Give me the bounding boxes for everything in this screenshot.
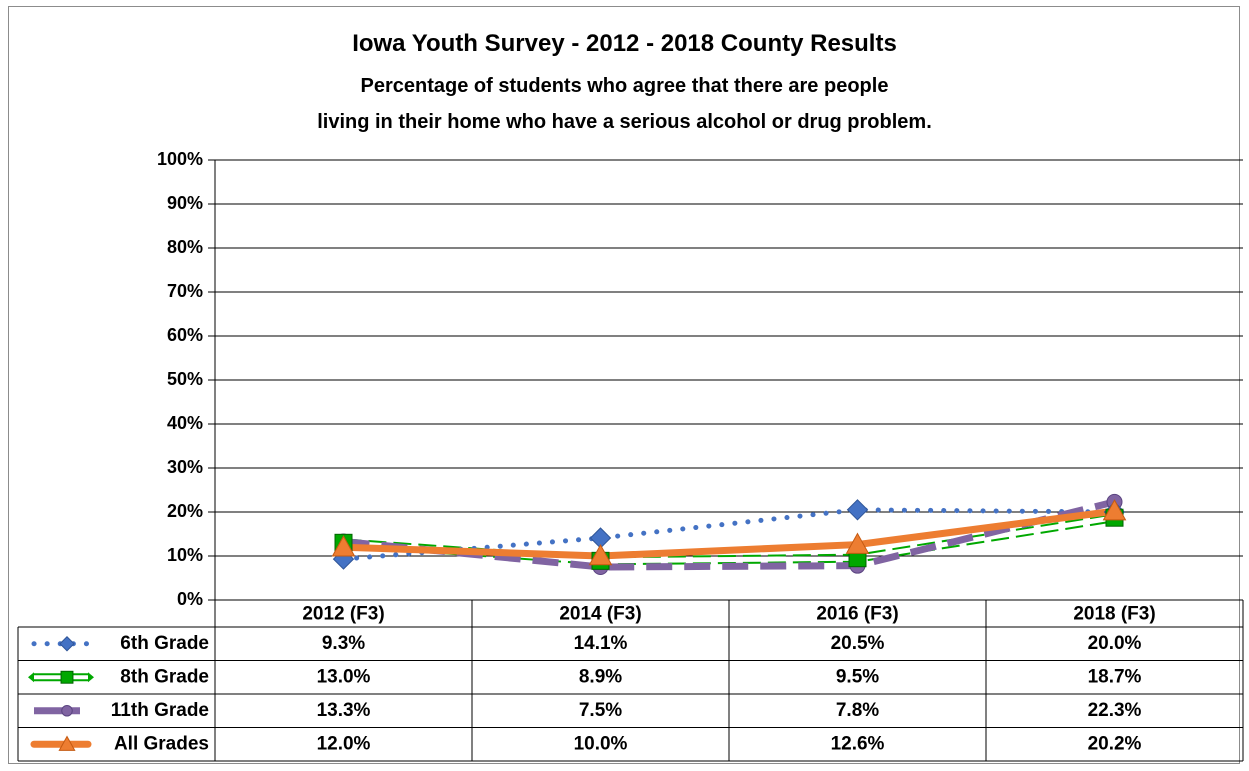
y-tick-label: 40% [167, 413, 203, 433]
legend-label-8th-grade: 8th Grade [120, 666, 209, 687]
legend-key-marker-8th-grade [60, 670, 74, 684]
y-tick-label: 60% [167, 325, 203, 345]
data-label: 14.1% [574, 633, 628, 654]
chart-frame [8, 6, 1240, 764]
data-label: 9.3% [322, 633, 365, 654]
series-line-all-grades [340, 507, 1118, 560]
chart-subtitle-line-2: living in their home who have a serious … [317, 111, 932, 133]
point-all-grades [331, 535, 356, 557]
x-tick-label: 2018 (F3) [1073, 604, 1155, 625]
y-tick-label: 0% [177, 589, 203, 609]
data-label: 9.5% [836, 666, 879, 687]
data-label: 10.0% [574, 733, 628, 754]
y-tick-label: 70% [167, 281, 203, 301]
point-all-grades [1102, 499, 1127, 521]
x-tick-label: 2016 (F3) [816, 604, 898, 625]
data-label: 20.5% [831, 633, 885, 654]
y-tick-label: 90% [167, 193, 203, 213]
legend-key-marker-11th-grade [61, 705, 73, 717]
point-all-grades [845, 532, 870, 554]
data-label: 18.7% [1088, 666, 1142, 687]
point-all-grades [588, 543, 613, 566]
x-tick-label: 2014 (F3) [559, 604, 641, 625]
data-label: 7.8% [836, 700, 879, 721]
legend-label-6th-grade: 6th Grade [120, 633, 209, 654]
y-tick-label: 100% [157, 149, 203, 169]
data-label: 12.0% [317, 733, 371, 754]
legend-key-arrow [28, 672, 34, 683]
legend-key-marker-all-grades [58, 735, 76, 751]
point-6th-grade [846, 499, 869, 521]
y-tick-label: 10% [167, 545, 203, 565]
legend-key-arrow [88, 672, 94, 683]
chart-subtitle-line-1: Percentage of students who agree that th… [360, 75, 889, 97]
x-tick-label: 2012 (F3) [302, 604, 384, 625]
data-label: 22.3% [1088, 700, 1142, 721]
y-tick-label: 50% [167, 369, 203, 389]
legend-label-11th-grade: 11th Grade [111, 700, 209, 721]
data-label: 13.3% [317, 700, 371, 721]
data-label: 8.9% [579, 666, 622, 687]
legend-key-marker-6th-grade [59, 636, 75, 652]
data-label: 7.5% [579, 700, 622, 721]
data-label: 13.0% [317, 666, 371, 687]
data-label: 12.6% [831, 733, 885, 754]
y-tick-label: 20% [167, 501, 203, 521]
legend-label-all-grades: All Grades [114, 733, 209, 754]
chart-title: Iowa Youth Survey - 2012 - 2018 County R… [352, 30, 897, 57]
y-tick-label: 30% [167, 457, 203, 477]
data-label: 20.0% [1088, 633, 1142, 654]
y-tick-label: 80% [167, 237, 203, 257]
data-label: 20.2% [1088, 733, 1142, 754]
